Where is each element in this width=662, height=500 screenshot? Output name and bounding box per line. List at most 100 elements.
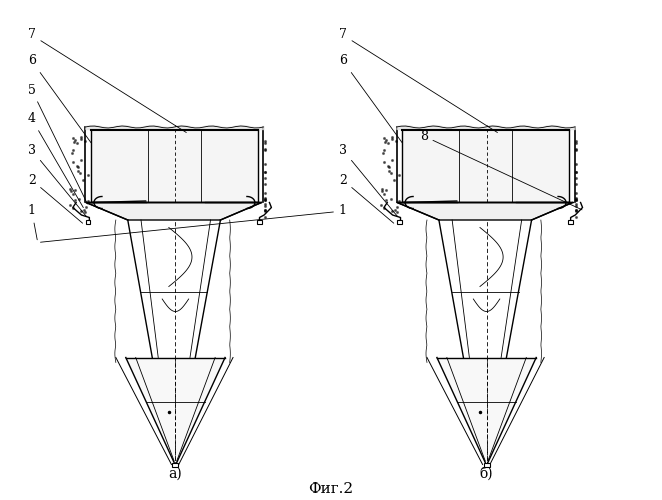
Point [571,160,581,168]
Point [571,206,581,214]
Text: 2: 2 [28,174,83,223]
Point [571,196,581,204]
Point [68,134,78,141]
Point [571,213,581,221]
Point [571,195,581,203]
Point [377,186,387,194]
Text: 2: 2 [339,174,394,223]
Point [571,146,581,154]
Bar [483,462,490,467]
Point [260,174,270,182]
Point [571,196,581,204]
Point [79,138,90,145]
Point [68,138,79,146]
Point [387,135,397,143]
Point [387,134,398,141]
Point [76,134,87,141]
Point [385,196,396,203]
Point [571,180,581,188]
Text: 7: 7 [28,28,186,132]
Point [260,160,270,168]
Point [381,136,391,144]
Point [571,140,581,147]
Bar [257,220,262,224]
Point [78,206,89,214]
Point [384,163,395,171]
Point [75,208,86,216]
Point [378,149,389,157]
Point [379,138,390,146]
Point [260,140,270,147]
Point [71,140,82,147]
Point [75,135,86,143]
Point [260,137,270,145]
Point [385,170,396,177]
Polygon shape [126,358,225,463]
Text: а): а) [169,467,182,481]
Point [571,168,581,176]
Point [65,201,75,209]
Text: 1: 1 [40,204,347,242]
Point [65,185,75,193]
Text: 3: 3 [28,144,86,216]
Point [73,168,83,175]
Text: 7: 7 [339,28,497,132]
Point [383,162,393,170]
Point [384,168,395,175]
Point [66,186,76,194]
Point [260,206,270,214]
Point [260,146,270,154]
Point [379,158,389,166]
Point [571,194,581,202]
Point [571,202,581,209]
Point [260,195,270,203]
Point [80,208,91,216]
Point [389,206,400,214]
Bar [397,220,401,224]
Point [376,185,387,193]
Point [260,196,270,204]
Point [74,170,85,177]
Point [81,203,91,211]
Point [571,206,581,214]
Point [78,176,89,184]
Text: 8: 8 [420,130,582,210]
Point [74,196,85,203]
Text: Фиг.2: Фиг.2 [308,482,354,496]
Point [391,138,401,145]
Point [260,180,270,188]
Polygon shape [402,130,569,202]
Point [68,146,78,154]
Point [571,137,581,145]
Point [571,207,581,215]
Point [571,168,581,176]
Text: 6: 6 [28,54,91,143]
Point [387,156,397,164]
Point [68,204,79,212]
Point [68,158,78,166]
Point [70,186,81,194]
Point [260,145,270,153]
Point [70,196,80,204]
Point [571,190,581,198]
Text: 1: 1 [28,204,37,240]
Point [68,190,78,198]
Point [70,136,80,144]
Point [379,204,390,212]
Point [379,190,389,198]
Polygon shape [437,358,536,463]
Point [260,206,270,214]
Point [381,196,391,204]
Point [83,172,93,179]
Text: 3: 3 [339,144,397,216]
Point [379,134,389,141]
Point [260,190,270,198]
Point [394,198,404,205]
Point [260,168,270,176]
Polygon shape [397,202,573,220]
Bar [172,462,178,467]
Point [391,208,402,216]
Point [394,172,404,179]
Point [67,149,77,157]
Point [389,176,400,184]
